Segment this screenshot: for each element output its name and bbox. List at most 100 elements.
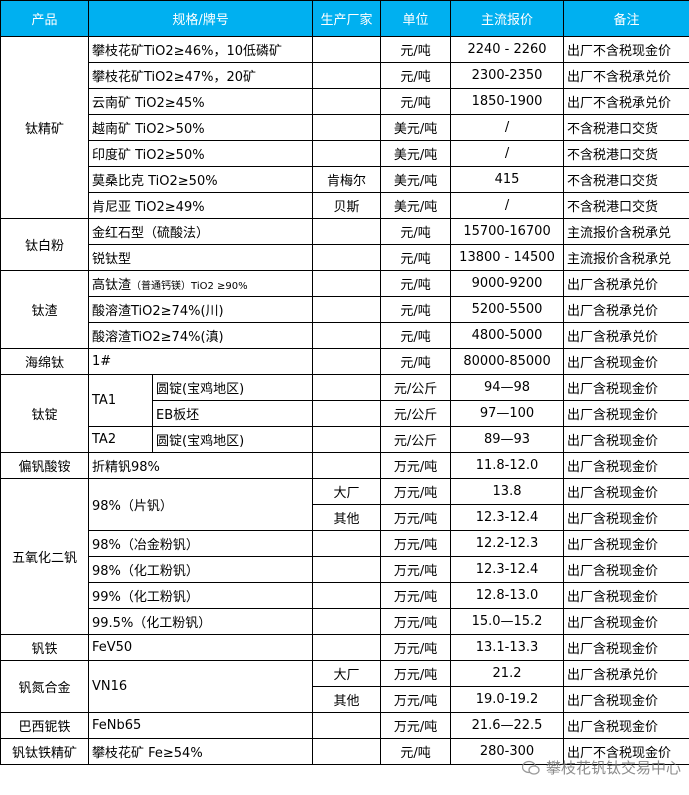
unit-cell: 万元/吨 [380,582,452,609]
price-cell: / [450,114,565,141]
spec-cell: 99.5%（化工粉钒） [87,608,314,635]
table-row: 98%（化工粉钒） 万元/吨 12.3-12.4 出厂含税现金价 [1,556,689,583]
empty-cell [312,582,382,609]
spec-cell: 云南矿 TiO2≥45% [87,88,314,115]
table-row: 五氧化二钒 98%（片钒） 大厂 万元/吨 13.8 出厂含税现金价 [0,478,689,635]
price-cell: 9000-9200 [450,270,565,297]
header-cell: 主流报价 [450,0,565,37]
unit-cell: 万元/吨 [380,530,452,557]
empty-cell [312,62,382,89]
price-cell: 2240 - 2260 [450,36,565,63]
note-cell: 出厂含税现金价 [563,400,689,427]
spec-cell: 酸溶渣TiO2≥74%(滇) [87,322,314,349]
note-cell: 出厂含税现金价 [563,582,689,609]
empty-cell [312,244,382,271]
spec-cell: 肯尼亚 TiO2≥49% [87,192,314,219]
empty-cell [312,556,382,583]
spec-cell: 1# [87,348,314,375]
wechat-icon [521,760,540,775]
unit-cell: 元/吨 [380,88,452,115]
empty-cell [312,738,382,765]
header-cell: 规格/牌号 [87,0,314,37]
product-cell: 钛精矿 [0,36,89,219]
unit-cell: 元/公斤 [380,374,452,401]
note-cell: 出厂含税承兑价 [563,660,689,687]
price-cell: 12.2-12.3 [450,530,565,557]
note-cell: 出厂不含税现金价 [563,738,689,765]
note-cell: 出厂含税现金价 [563,374,689,401]
note-cell: 出厂含税现金价 [563,634,689,661]
price-cell: 13.8 [450,478,565,505]
empty-cell [312,270,382,297]
table-row: 莫桑比克 TiO2≥50% 肯梅尔 美元/吨 415 不含税港口交货 [1,166,689,193]
unit-cell: 美元/吨 [380,114,452,141]
product-cell: 巴西铌铁 [0,712,89,739]
spec-detail: （普通钙镁）TiO2 ≥90% [131,281,248,292]
note-cell: 出厂含税现金价 [563,556,689,583]
product-cell: 钒铁 [0,634,89,661]
spec-cell: 折精钒98% [87,452,314,479]
price-cell: 5200-5500 [450,296,565,323]
note-cell: 出厂不含税承兑价 [563,62,689,89]
price-cell: 13800 - 14500 [450,244,565,271]
header-cell: 备注 [563,0,689,37]
spec-cell: 圆锭(宝鸡地区) [151,426,314,453]
spec-cell: 印度矿 TiO2≥50% [87,140,314,167]
maker-cell: 其他 [312,504,382,531]
empty-cell [312,530,382,557]
unit-cell: 元/吨 [380,270,452,297]
price-cell: 12.3-12.4 [450,504,565,531]
unit-cell: 万元/吨 [380,608,452,635]
note-cell: 出厂含税承兑价 [563,270,689,297]
table-row: 其他 万元/吨 12.3-12.4 出厂含税现金价 [1,504,689,531]
note-cell: 出厂不含税承兑价 [563,88,689,115]
table-row: 肯尼亚 TiO2≥49% 贝斯 美元/吨 / 不含税港口交货 [1,192,689,219]
spec-cell: 攀枝花矿TiO2≥46%，10低磷矿 [87,36,314,63]
maker-cell: 贝斯 [312,192,382,219]
maker-cell: 肯梅尔 [312,166,382,193]
empty-cell [312,452,382,479]
price-cell: 415 [450,166,565,193]
price-cell: / [450,192,565,219]
empty-cell [312,348,382,375]
unit-cell: 元/公斤 [380,426,452,453]
price-cell: 94—98 [450,374,565,401]
table-row: 钛渣 高钛渣（普通钙镁）TiO2 ≥90% 元/吨 9000-9200 出厂含税承兑价 [0,270,689,349]
table-row: 酸溶渣TiO2≥74%(川) 元/吨 5200-5500 出厂含税承兑价 [1,296,689,323]
product-cell: 钛白粉 [0,218,89,271]
price-cell: 280-300 [450,738,565,765]
table-row: 99.5%（化工粉钒） 万元/吨 15.0—15.2 出厂含税现金价 [1,608,689,635]
empty-cell [312,218,382,245]
note-cell: 出厂含税承兑价 [563,322,689,349]
table-row: 酸溶渣TiO2≥74%(滇) 元/吨 4800-5000 出厂含税承兑价 [1,322,689,349]
table-row: 其他 万元/吨 19.0-19.2 出厂含税现金价 [1,686,689,713]
unit-cell: 元/吨 [380,244,452,271]
product-cell: 钒钛铁精矿 [0,738,89,765]
price-cell: 19.0-19.2 [450,686,565,713]
unit-cell: 万元/吨 [380,686,452,713]
empty-cell [312,608,382,635]
note-cell: 不含税港口交货 [563,166,689,193]
unit-cell: 元/吨 [380,738,452,765]
product-cell: 五氧化二钒 [0,478,89,635]
unit-cell: 元/吨 [380,296,452,323]
price-cell: 12.3-12.4 [450,556,565,583]
empty-cell [312,374,382,401]
product-cell: 钒氮合金 [0,660,89,713]
price-cell: 11.8-12.0 [450,452,565,479]
unit-cell: 元/吨 [380,36,452,63]
spec-cell: 98%（片钒） [87,478,314,531]
unit-cell: 元/公斤 [380,400,452,427]
unit-cell: 万元/吨 [380,452,452,479]
price-cell: 2300-2350 [450,62,565,89]
product-cell: 钛锭 [0,374,89,453]
note-cell: 出厂含税现金价 [563,348,689,375]
header-cell: 产品 [0,0,89,37]
empty-cell [312,36,382,63]
price-cell: 15700-16700 [450,218,565,245]
spec-cell: 98%（冶金粉钒） [87,530,314,557]
note-cell: 出厂含税现金价 [563,530,689,557]
note-cell: 不含税港口交货 [563,114,689,141]
empty-cell [312,88,382,115]
unit-cell: 美元/吨 [380,140,452,167]
